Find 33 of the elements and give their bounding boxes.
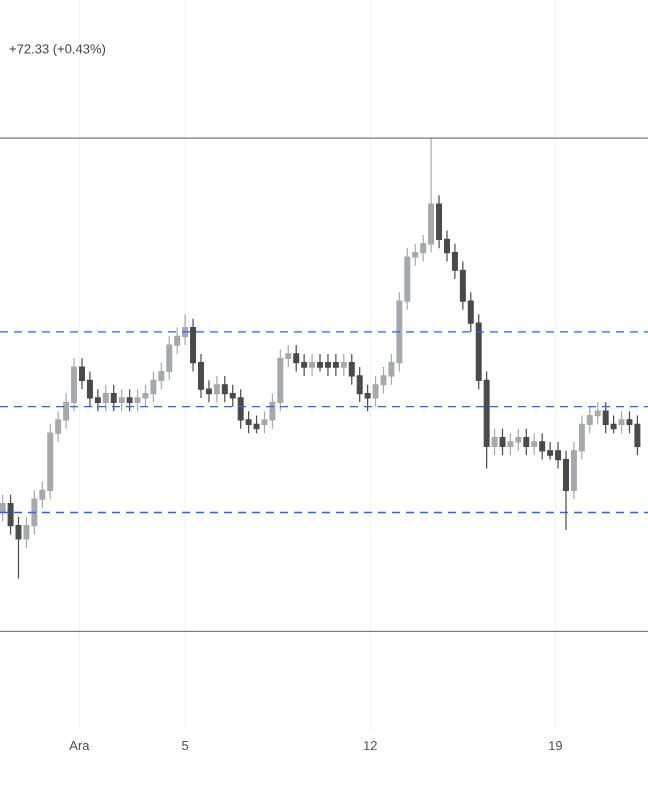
candlestick <box>237 388 244 430</box>
candlestick <box>118 388 125 412</box>
candlestick <box>491 428 498 456</box>
candlestick <box>340 353 347 377</box>
candlestick <box>531 432 538 456</box>
candlestick <box>150 370 157 403</box>
candlestick <box>293 344 300 373</box>
candlestick <box>324 353 331 377</box>
candlestick <box>332 353 339 377</box>
candlestick <box>499 428 506 456</box>
candlestick <box>317 353 323 373</box>
candlestick <box>523 428 530 456</box>
candlestick <box>507 432 514 456</box>
candlestick <box>221 375 228 403</box>
candlestick <box>0 494 6 522</box>
candlestick <box>134 388 141 412</box>
candlestick <box>594 401 601 425</box>
candlestick <box>166 335 173 381</box>
candlestick <box>547 441 554 461</box>
candlestick <box>428 137 435 254</box>
candlestick <box>126 388 133 412</box>
candlestick <box>539 432 546 461</box>
candlestick <box>634 414 641 456</box>
candlestick <box>309 353 316 377</box>
candlestick <box>618 410 625 434</box>
candlestick <box>102 384 109 412</box>
candlestick <box>602 401 609 434</box>
candlestick <box>563 450 569 531</box>
candlestick <box>301 353 308 377</box>
candlestick <box>515 428 522 452</box>
candlestick <box>213 375 220 403</box>
candlestick <box>110 384 117 412</box>
candlestick <box>372 375 379 408</box>
